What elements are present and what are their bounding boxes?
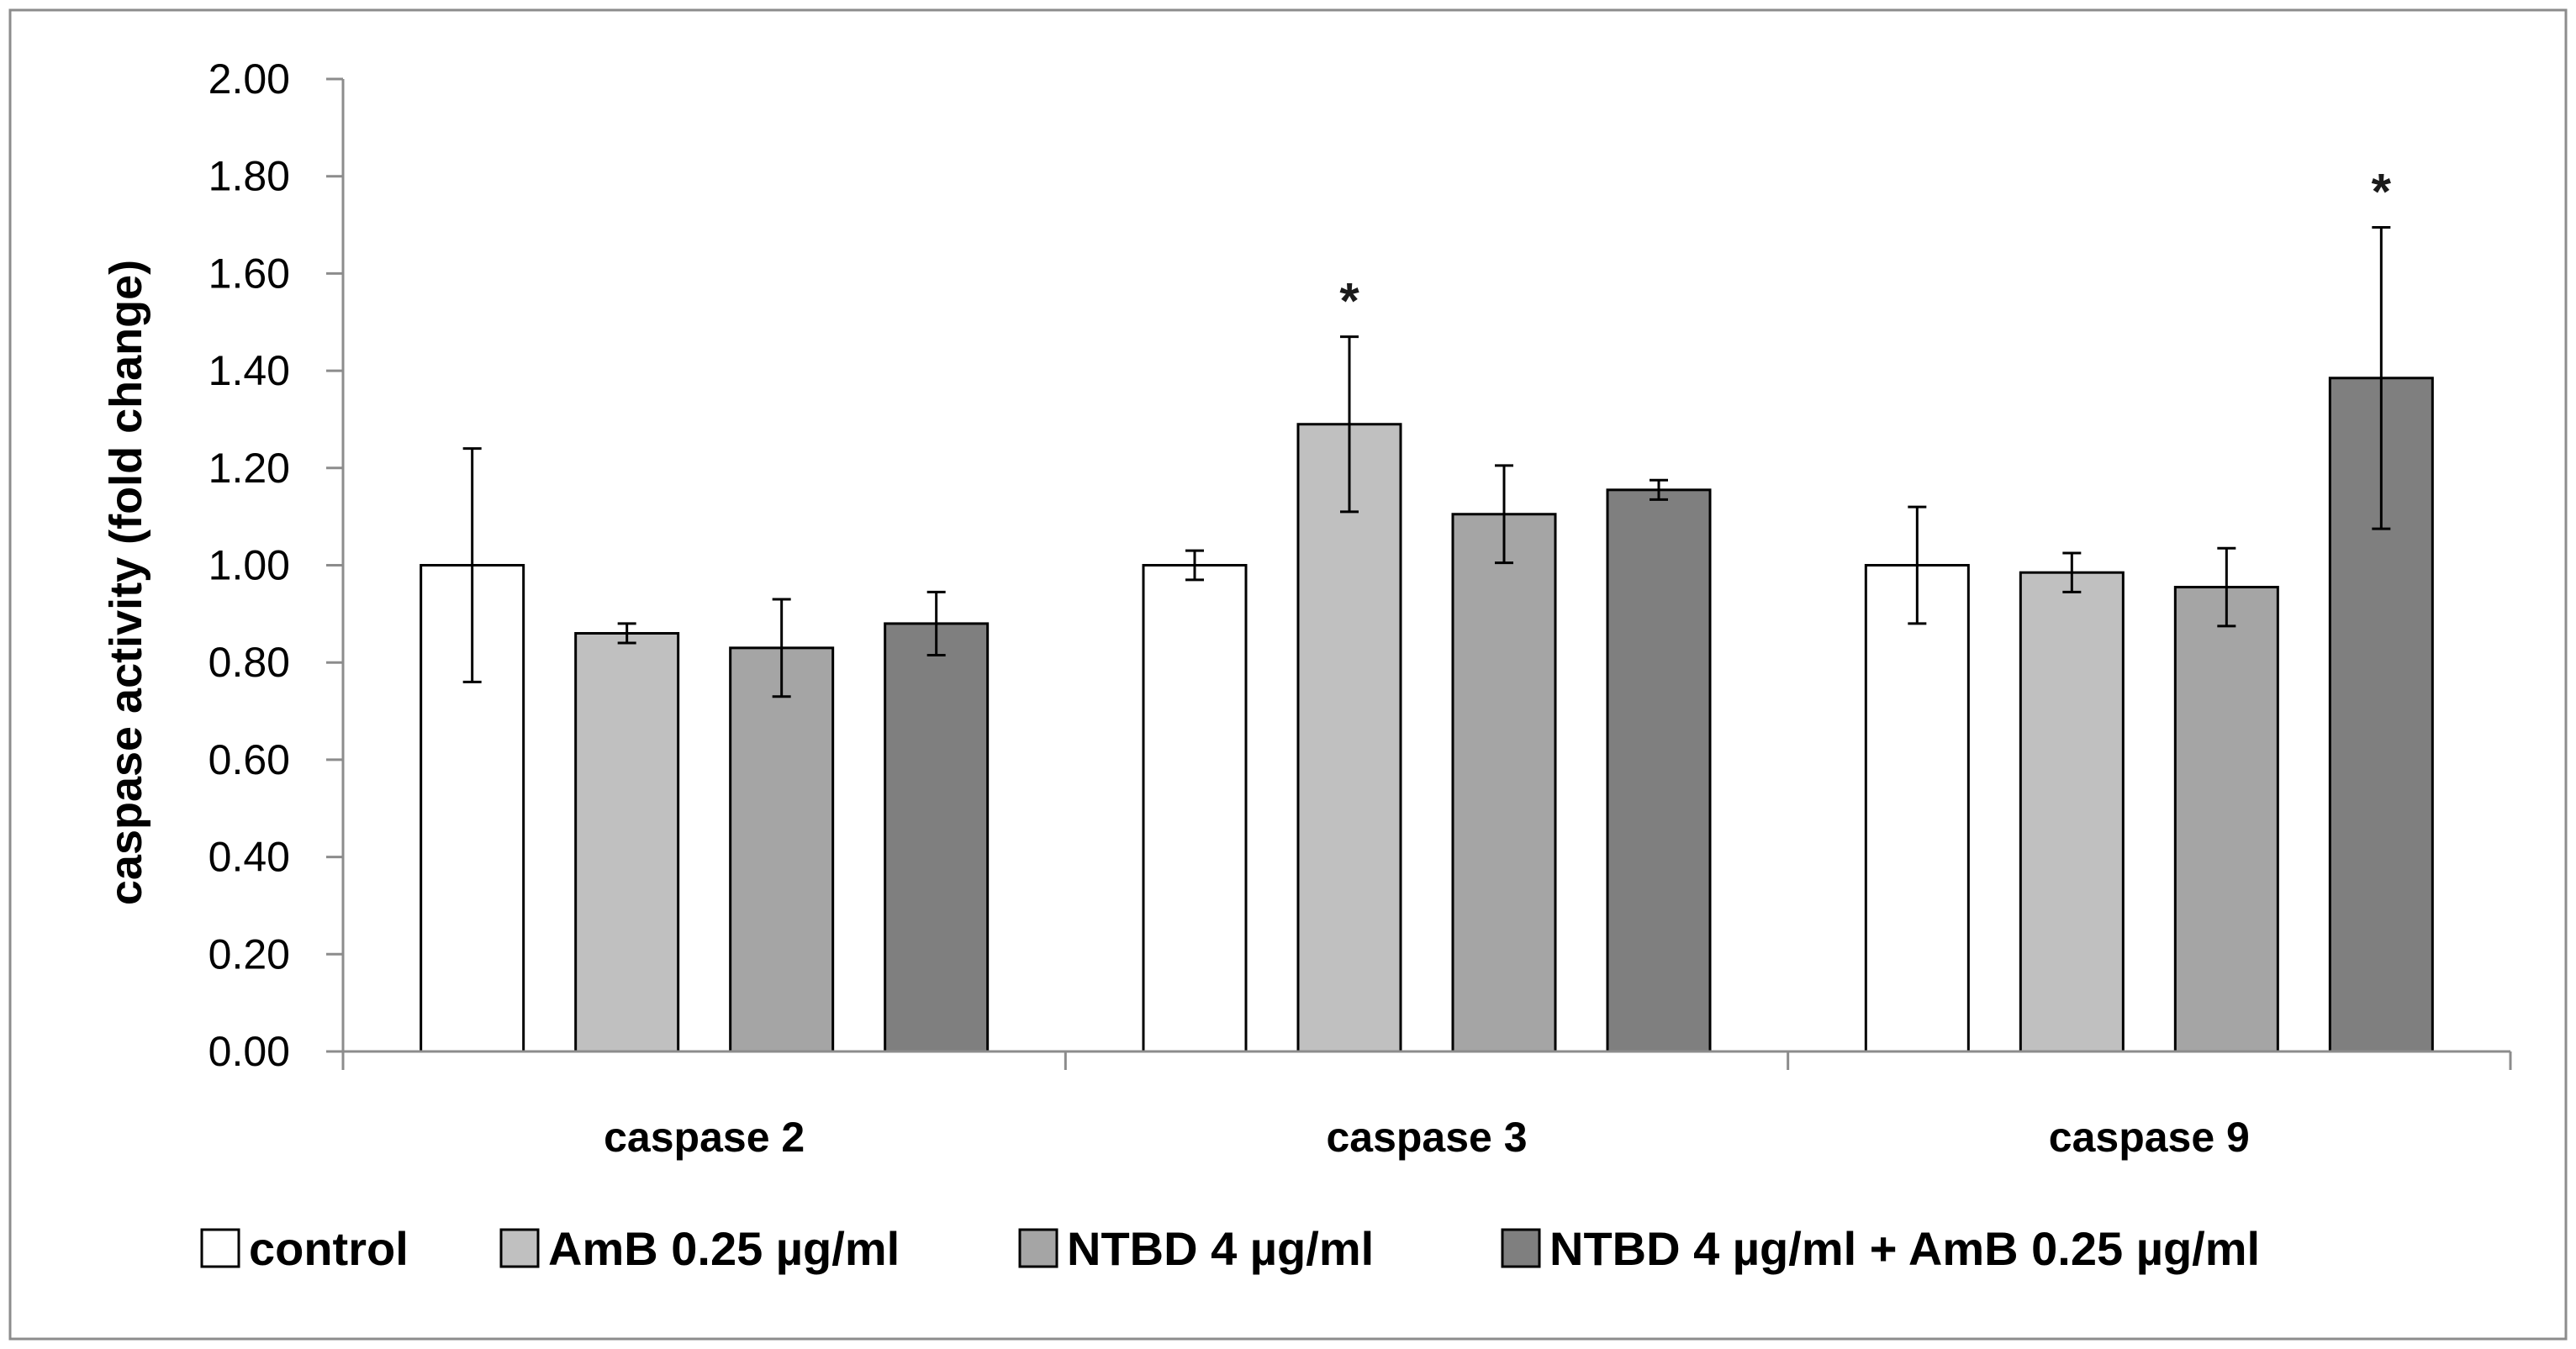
x-axis-category-labels: caspase 2 caspase 3 caspase 9 [604, 1114, 2250, 1161]
y-axis-ticks: 0.00 0.20 0.40 0.60 0.80 1.00 1.20 1.40 1.60 1.80… [209, 55, 343, 1075]
y-tick-label: 0.80 [209, 639, 290, 686]
legend-label: NTBD 4 µg/ml + AmB 0.25 µg/ml [1549, 1222, 2260, 1275]
y-tick-label: 1.00 [209, 542, 290, 589]
y-tick-label: 0.60 [209, 736, 290, 783]
y-tick-label: 0.20 [209, 930, 290, 977]
y-tick-label: 2.00 [209, 55, 290, 103]
bar-4-2 [1606, 488, 1712, 1053]
y-tick-label: 1.40 [209, 347, 290, 394]
bar-3-1 [729, 646, 835, 1053]
bar-2-1 [574, 631, 680, 1053]
bar-3-3 [2173, 586, 2279, 1053]
y-tick-label: 1.20 [209, 445, 290, 492]
y-tick-label: 1.60 [209, 250, 290, 297]
bar-3-2 [1451, 513, 1557, 1053]
legend-label: AmB 0.25 µg/ml [548, 1222, 900, 1275]
error-bars [462, 225, 2391, 698]
legend-swatch [1018, 1228, 1058, 1268]
bar-2-3 [2019, 571, 2125, 1053]
significance-markers: ** [1339, 163, 2391, 329]
legend: control AmB 0.25 µg/ml NTBD 4 µg/ml NTBD 4 … [200, 1222, 2260, 1275]
x-axis-ticks [341, 1051, 2512, 1070]
bars [420, 377, 2434, 1053]
y-tick-label: 0.40 [209, 834, 290, 881]
significance-star: * [2372, 163, 2392, 219]
y-axis-label: caspase activity (fold change) [101, 260, 151, 905]
legend-swatch [200, 1228, 240, 1268]
category-label: caspase 2 [604, 1114, 805, 1161]
legend-label: control [249, 1222, 409, 1275]
bar-4-1 [884, 622, 990, 1053]
bar-1-3 [1864, 564, 1970, 1053]
significance-star: * [1339, 273, 1359, 329]
bar-2-2 [1296, 423, 1402, 1053]
y-tick-label: 0.00 [209, 1028, 290, 1075]
legend-swatch [499, 1228, 540, 1268]
y-tick-label: 1.80 [209, 153, 290, 200]
legend-label: NTBD 4 µg/ml [1067, 1222, 1374, 1275]
legend-swatch [1501, 1228, 1541, 1268]
bar-1-2 [1142, 564, 1248, 1053]
category-label: caspase 9 [2049, 1114, 2250, 1161]
category-label: caspase 3 [1326, 1114, 1527, 1161]
